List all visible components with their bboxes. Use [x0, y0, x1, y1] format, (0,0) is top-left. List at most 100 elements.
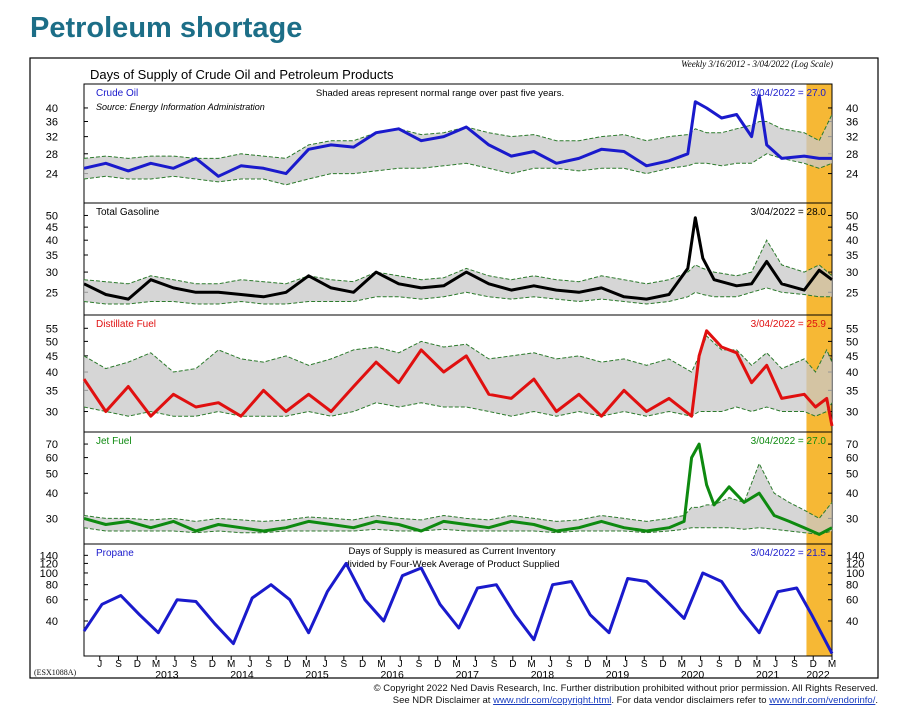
y-tick-right-propane: 100	[846, 568, 864, 580]
y-tick-right-total-gasoline: 40	[846, 235, 858, 247]
disclaimer-line: See NDR Disclaimer at www.ndr.com/copyri…	[0, 695, 878, 706]
x-year-label: 2021	[756, 669, 780, 681]
x-month-tick: D	[134, 659, 141, 670]
x-month-tick: D	[359, 659, 366, 670]
x-year-label: 2017	[456, 669, 480, 681]
x-month-tick: J	[548, 659, 553, 670]
y-tick-right-propane: 40	[846, 616, 858, 628]
y-tick-right-crude-oil: 32	[846, 132, 858, 144]
panel-jet-fuel: 30 30 40 40 50 50 60 60 70 70 Jet Fuel 3/04/2022 = …	[46, 431, 858, 545]
range-lower-total-gasoline	[83, 287, 832, 305]
x-month-tick: M	[377, 659, 385, 670]
supply-note-1: Days of Supply is measured as Current In…	[349, 546, 556, 557]
y-tick-right-propane: 120	[846, 558, 864, 570]
x-year-label: 2018	[531, 669, 555, 681]
x-month-tick: S	[716, 659, 723, 670]
y-tick-right-total-gasoline: 30	[846, 267, 858, 279]
y-tick-right-jet-fuel: 40	[846, 488, 858, 500]
y-tick-left-propane: 80	[46, 580, 58, 592]
series-label-crude-oil: Crude Oil	[96, 88, 138, 99]
x-month-tick: S	[791, 659, 798, 670]
x-month-tick: D	[434, 659, 441, 670]
x-month-tick: D	[659, 659, 666, 670]
disclaimer-link[interactable]: www.ndr.com/copyright.html	[493, 695, 612, 706]
x-year-label: 2022	[806, 669, 830, 681]
y-tick-left-total-gasoline: 35	[46, 250, 58, 262]
y-tick-left-distillate-fuel: 55	[46, 323, 58, 335]
y-tick-left-propane: 100	[40, 568, 58, 580]
series-line-distillate-fuel	[82, 329, 834, 427]
y-tick-left-crude-oil: 32	[46, 132, 58, 144]
y-tick-left-crude-oil: 24	[46, 169, 58, 181]
chart-border	[29, 57, 879, 679]
y-tick-right-crude-oil: 36	[846, 116, 858, 128]
x-year-label: 2019	[606, 669, 630, 681]
y-tick-right-total-gasoline: 25	[846, 287, 858, 299]
y-tick-left-jet-fuel: 40	[46, 488, 58, 500]
range-lower-distillate-fuel	[83, 402, 833, 417]
y-tick-right-propane: 140	[846, 550, 864, 562]
y-tick-right-total-gasoline: 50	[846, 210, 858, 222]
x-month-tick: M	[527, 659, 535, 670]
latest-label-propane: 3/04/2022 = 21.5	[751, 548, 827, 559]
y-tick-left-total-gasoline: 50	[46, 210, 58, 222]
y-tick-left-jet-fuel: 60	[46, 453, 58, 465]
shaded-note: Shaded areas represent normal range over…	[316, 88, 564, 99]
y-tick-left-crude-oil: 36	[46, 116, 58, 128]
chart-code: (ESX1088A)	[34, 668, 77, 677]
y-tick-left-propane: 120	[40, 558, 58, 570]
y-tick-right-distillate-fuel: 30	[846, 407, 858, 419]
x-month-tick: J	[247, 659, 252, 670]
page-title: Petroleum shortage	[30, 12, 303, 44]
x-month-tick: J	[172, 659, 177, 670]
y-tick-right-propane: 80	[846, 580, 858, 592]
x-month-tick: J	[97, 659, 102, 670]
y-tick-left-distillate-fuel: 30	[46, 407, 58, 419]
x-year-label: 2016	[381, 669, 405, 681]
series-line-jet-fuel	[83, 442, 833, 536]
range-upper-crude-oil	[83, 114, 833, 159]
range-upper-distillate-fuel	[83, 335, 833, 373]
x-month-tick: S	[190, 659, 197, 670]
series-line-crude-oil	[83, 94, 832, 178]
y-tick-right-crude-oil: 40	[846, 103, 858, 115]
x-month-tick: J	[698, 659, 703, 670]
chart-title: Days of Supply of Crude Oil and Petroleu…	[90, 67, 394, 82]
x-month-tick: S	[641, 659, 648, 670]
range-upper-total-gasoline	[83, 239, 833, 285]
y-tick-right-crude-oil: 24	[846, 169, 858, 181]
x-month-tick: D	[584, 659, 591, 670]
x-month-tick: J	[623, 659, 628, 670]
series-line-propane	[82, 561, 834, 655]
series-label-total-gasoline: Total Gasoline	[96, 207, 160, 218]
y-tick-right-distillate-fuel: 45	[846, 351, 858, 363]
supply-note-2: divided by Four-Week Average of Product …	[344, 559, 559, 570]
x-month-tick: S	[265, 659, 272, 670]
y-tick-left-propane: 40	[46, 616, 58, 628]
vendor-link[interactable]: www.ndr.com/vendorinfo/	[769, 695, 876, 706]
latest-label-total-gasoline: 3/04/2022 = 28.0	[751, 207, 827, 218]
copyright-line: © Copyright 2022 Ned Davis Research, Inc…	[373, 683, 878, 694]
y-tick-right-jet-fuel: 30	[846, 513, 858, 525]
y-tick-left-crude-oil: 28	[46, 149, 58, 161]
normal-range-total-gasoline	[84, 240, 832, 304]
y-tick-right-jet-fuel: 60	[846, 453, 858, 465]
latest-label-distillate-fuel: 3/04/2022 = 25.9	[751, 319, 827, 330]
x-year-label: 2020	[681, 669, 705, 681]
y-tick-right-propane: 60	[846, 595, 858, 607]
disclaimer-prefix: See NDR Disclaimer at	[392, 695, 491, 706]
x-year-label: 2015	[305, 669, 329, 681]
x-month-tick: J	[773, 659, 778, 670]
x-month-tick: M	[828, 659, 836, 670]
y-tick-left-total-gasoline: 40	[46, 235, 58, 247]
y-tick-right-distillate-fuel: 35	[846, 385, 858, 397]
x-year-label: 2013	[155, 669, 179, 681]
y-tick-right-crude-oil: 28	[846, 149, 858, 161]
x-month-tick: S	[341, 659, 348, 670]
y-tick-left-total-gasoline: 45	[46, 222, 58, 234]
x-month-tick: M	[152, 659, 160, 670]
y-tick-right-distillate-fuel: 50	[846, 336, 858, 348]
latest-label-crude-oil: 3/04/2022 = 27.0	[751, 88, 827, 99]
